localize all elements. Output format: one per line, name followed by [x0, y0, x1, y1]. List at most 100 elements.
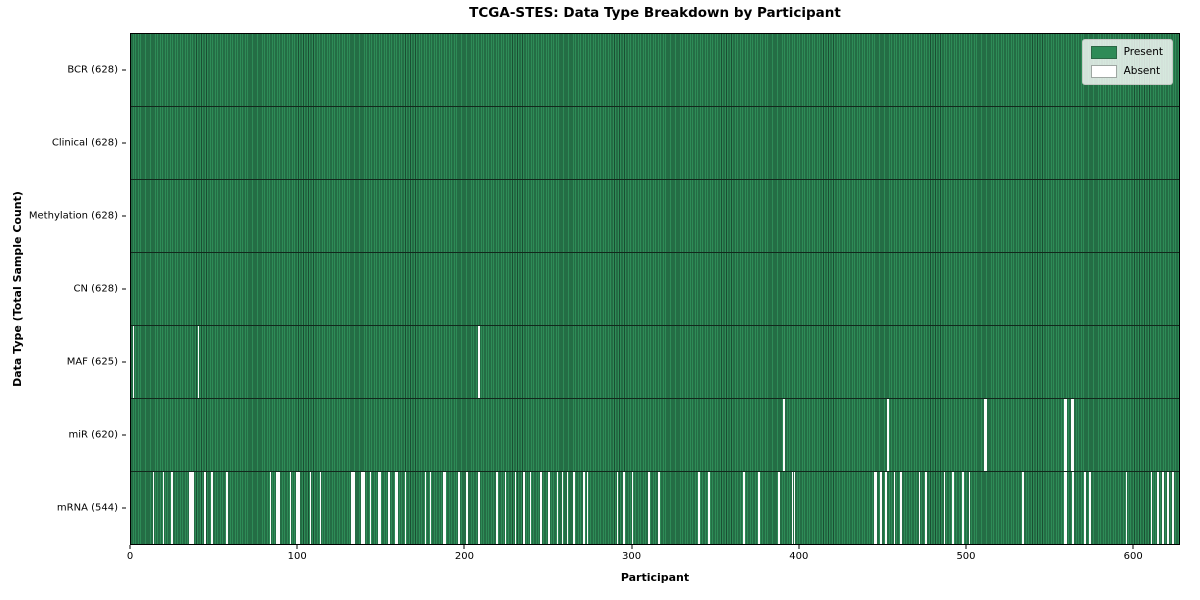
chart-row-mrna [131, 472, 1179, 544]
y-tick-label-cn: CN (628) [73, 283, 118, 295]
absent-stripe [548, 472, 550, 544]
absent-stripe [504, 472, 507, 544]
absent-stripe [289, 472, 292, 544]
absent-stripe [319, 472, 322, 544]
absent-stripe [886, 399, 889, 471]
absent-stripe [793, 472, 796, 544]
absent-stripe [885, 472, 887, 544]
absent-stripe [758, 472, 761, 544]
absent-stripe [1070, 399, 1073, 471]
absent-stripe [429, 472, 432, 544]
absent-stripe [297, 472, 300, 544]
absent-stripe [743, 472, 746, 544]
legend-entry-present: Present [1090, 46, 1163, 59]
absent-stripe [351, 472, 353, 544]
absent-stripe [211, 472, 213, 544]
x-tick-mark [631, 545, 633, 549]
absent-stripe [631, 472, 634, 544]
y-tick-mark [122, 288, 126, 290]
absent-stripe [1083, 472, 1086, 544]
absent-stripe [362, 472, 365, 544]
absent-stripe [132, 326, 135, 398]
absent-stripe [404, 472, 407, 544]
absent-stripe [566, 472, 569, 544]
absent-stripe [586, 472, 589, 544]
absent-stripe [983, 399, 986, 471]
absent-stripe [1065, 399, 1068, 471]
absent-stripe [496, 472, 499, 544]
y-tick-label-maf: MAF (625) [66, 356, 118, 368]
absent-stripe [708, 472, 711, 544]
absent-stripe [918, 472, 921, 544]
chart-row-bcr [131, 34, 1179, 107]
absent-stripe [962, 472, 964, 544]
legend-entry-absent: Absent [1090, 65, 1163, 78]
absent-stripe [1157, 472, 1159, 544]
absent-stripe [900, 472, 902, 544]
absent-stripe [443, 472, 445, 544]
chart-row-cn [131, 253, 1179, 326]
y-tick-label-clinical: Clinical (628) [51, 137, 118, 149]
absent-stripe [1088, 472, 1091, 544]
x-axis-label: Participant [620, 571, 690, 584]
absent-stripe [296, 472, 298, 544]
absent-stripe [1065, 472, 1068, 544]
absent-stripe [162, 472, 165, 544]
absent-stripe [1072, 399, 1074, 471]
absent-stripe [985, 399, 988, 471]
absent-stripe [171, 472, 173, 544]
legend-label: Absent [1123, 65, 1161, 77]
absent-stripe [623, 472, 625, 544]
absent-stripe [352, 472, 355, 544]
legend-swatch-absent [1090, 65, 1117, 78]
absent-stripe [1063, 472, 1066, 544]
chart-row-mir [131, 399, 1179, 472]
absent-stripe [379, 472, 382, 544]
absent-stripe [377, 472, 380, 544]
chart-row-methylation [131, 180, 1179, 253]
y-tick-mark [122, 215, 126, 217]
x-tick-label: 600 [1123, 551, 1143, 562]
absent-stripe [191, 472, 193, 544]
absent-stripe [387, 472, 390, 544]
absent-stripe [1063, 399, 1066, 471]
absent-stripe [556, 472, 559, 544]
absent-stripe [573, 472, 575, 544]
y-tick-mark [122, 507, 126, 509]
x-tick-label: 300 [622, 551, 642, 562]
absent-stripe [648, 472, 650, 544]
absent-stripe [1022, 472, 1024, 544]
absent-stripe [968, 472, 971, 544]
absent-stripe [204, 472, 207, 544]
x-tick-label: 400 [789, 551, 809, 562]
absent-stripe [444, 472, 447, 544]
absent-stripe [192, 472, 195, 544]
chart-row-maf [131, 326, 1179, 399]
absent-stripe [529, 472, 532, 544]
legend-label: Present [1123, 46, 1163, 58]
absent-stripe [1150, 472, 1153, 544]
absent-stripe [277, 472, 280, 544]
absent-stripe [658, 472, 660, 544]
x-tick-mark [798, 545, 800, 549]
absent-stripe [893, 472, 896, 544]
absent-stripe [478, 472, 480, 544]
legend: Present Absent [1081, 39, 1173, 85]
y-tick-label-mir: miR (620) [68, 429, 118, 441]
absent-stripe [466, 472, 469, 544]
x-tick-label: 100 [287, 551, 307, 562]
absent-stripe [943, 472, 946, 544]
absent-stripe [880, 472, 882, 544]
absent-stripe [514, 472, 517, 544]
absent-stripe [152, 472, 155, 544]
y-tick-label-mrna: mRNA (544) [56, 502, 118, 514]
absent-stripe [873, 472, 876, 544]
x-tick-label: 200 [454, 551, 474, 562]
absent-stripe [189, 472, 192, 544]
y-tick-mark [122, 142, 126, 144]
absent-stripe [369, 472, 372, 544]
absent-stripe [361, 472, 363, 544]
absent-stripe [394, 472, 397, 544]
x-tick-mark [463, 545, 465, 549]
